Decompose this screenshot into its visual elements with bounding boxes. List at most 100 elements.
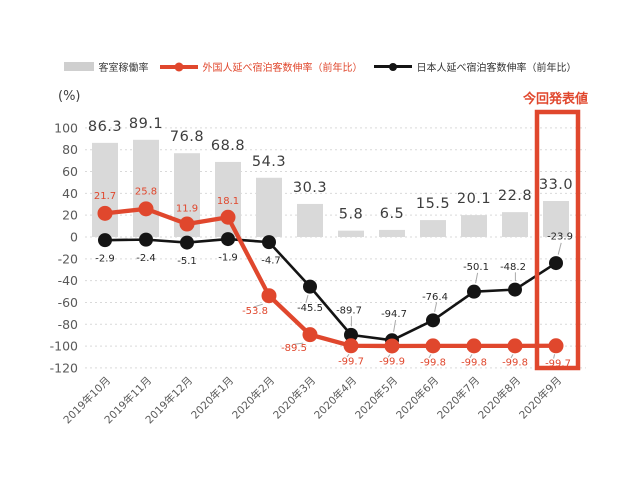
x-axis-label: 2020年4月 bbox=[311, 374, 359, 422]
label-leader-line bbox=[305, 295, 309, 303]
foreign-guests-point bbox=[179, 216, 195, 232]
japanese-guests-point bbox=[180, 235, 194, 250]
bar bbox=[502, 212, 528, 237]
foreign-guests-point bbox=[466, 338, 482, 354]
label-leader-line bbox=[293, 342, 304, 345]
foreign-guests-point-label: 21.7 bbox=[94, 191, 116, 202]
x-axis-label: 2020年1月 bbox=[188, 374, 236, 422]
legend: 客室稼働率 外国人延べ宿泊客数伸率（前年比） 日本人延べ宿泊客数伸率（前年比） bbox=[0, 59, 640, 74]
japanese-guests-point bbox=[549, 256, 563, 271]
japanese-guests-point-label: -76.4 bbox=[422, 292, 448, 303]
label-leader-line bbox=[434, 302, 438, 312]
label-leader-line bbox=[510, 354, 514, 359]
japanese-guests-point-label: -4.7 bbox=[261, 256, 281, 267]
foreign-guests-point bbox=[220, 209, 236, 225]
y-tick-label: 60 bbox=[62, 164, 78, 179]
line-dot-swatch-icon bbox=[159, 61, 198, 72]
y-tick-label: -20 bbox=[58, 251, 78, 266]
foreign-guests-point-label: -99.8 bbox=[502, 357, 528, 368]
legend-item-foreign: 外国人延べ宿泊客数伸率（前年比） bbox=[159, 59, 363, 74]
foreign-guests-point bbox=[507, 338, 523, 354]
label-leader-line bbox=[475, 272, 479, 284]
japanese-guests-point bbox=[98, 233, 112, 248]
label-leader-line bbox=[393, 319, 397, 332]
bar bbox=[92, 142, 118, 237]
bar-value-label: 30.3 bbox=[293, 180, 327, 196]
foreign-guests-point-label: -99.8 bbox=[461, 357, 487, 368]
bar-value-label: 6.5 bbox=[380, 206, 405, 222]
bar-swatch-icon bbox=[63, 62, 94, 71]
japanese-guests-point-label: -50.1 bbox=[463, 262, 489, 273]
y-tick-label: 40 bbox=[62, 186, 78, 201]
bar-value-label: 20.1 bbox=[457, 191, 491, 207]
japanese-guests-point-label: -2.4 bbox=[136, 253, 156, 264]
japanese-guests-point bbox=[221, 232, 235, 247]
foreign-guests-point-label: -99.7 bbox=[545, 358, 571, 369]
bar-value-label: 5.8 bbox=[339, 207, 364, 223]
label-leader-line bbox=[553, 354, 556, 359]
foreign-guests-point-label: -89.5 bbox=[281, 343, 307, 354]
japanese-guests-point-label: -45.5 bbox=[297, 303, 323, 314]
bar bbox=[379, 229, 405, 237]
japanese-guests-point-label: -2.9 bbox=[95, 254, 115, 265]
bar bbox=[420, 220, 446, 237]
japanese-guests-point bbox=[344, 327, 358, 342]
japanese-guests-point-label: -5.1 bbox=[177, 256, 197, 267]
foreign-guests-point bbox=[425, 338, 441, 354]
japanese-guests-line bbox=[104, 237, 557, 342]
label-leader-line bbox=[557, 242, 562, 255]
foreign-guests-point bbox=[138, 201, 154, 217]
japanese-guests-point bbox=[303, 279, 317, 294]
y-tick-label: 0 bbox=[70, 230, 78, 245]
japanese-guests-point-label: -89.7 bbox=[336, 305, 362, 316]
legend-label: 外国人延べ宿泊客数伸率（前年比） bbox=[202, 63, 363, 74]
foreign-guests-point-label: 18.1 bbox=[217, 196, 239, 207]
y-tick-label: 80 bbox=[62, 142, 78, 157]
japanese-guests-point bbox=[139, 232, 153, 247]
bar-value-label: 54.3 bbox=[252, 154, 286, 170]
foreign-guests-point-label: 25.8 bbox=[135, 186, 157, 197]
x-axis-label: 2020年6月 bbox=[393, 374, 441, 422]
label-leader-line bbox=[387, 354, 391, 358]
japanese-guests-point-label: -94.7 bbox=[381, 309, 407, 320]
bar bbox=[297, 203, 323, 237]
foreign-guests-point bbox=[97, 205, 113, 221]
highlight-box bbox=[534, 109, 581, 371]
foreign-guests-point-label: 11.9 bbox=[176, 204, 198, 215]
legend-label: 客室稼働率 bbox=[98, 63, 149, 74]
foreign-guests-point bbox=[261, 288, 277, 304]
japanese-guests-point bbox=[467, 284, 481, 299]
x-axis-label: 2020年3月 bbox=[270, 374, 318, 422]
bar-value-label: 22.8 bbox=[498, 188, 532, 204]
x-axis-label: 2020年9月 bbox=[516, 374, 564, 422]
japanese-guests-point-label: -23.9 bbox=[547, 232, 573, 243]
label-leader-line bbox=[346, 353, 350, 358]
bar-value-label: 33.0 bbox=[539, 177, 573, 193]
legend-label: 日本人延べ宿泊客数伸率（前年比） bbox=[416, 63, 577, 74]
foreign-guests-point-label: -53.8 bbox=[242, 306, 268, 317]
japanese-guests-point-label: -1.9 bbox=[218, 253, 238, 264]
x-axis-label: 2020年7月 bbox=[434, 374, 482, 422]
y-tick-label: -40 bbox=[58, 273, 78, 288]
x-axis-label: 2020年5月 bbox=[352, 374, 400, 422]
y-tick-label: 100 bbox=[54, 120, 78, 135]
bar-value-label: 15.5 bbox=[416, 196, 450, 212]
y-tick-label: -60 bbox=[58, 295, 78, 310]
foreign-guests-line bbox=[104, 206, 557, 349]
label-leader-line bbox=[428, 354, 432, 359]
bar bbox=[256, 177, 282, 237]
bar-value-label: 89.1 bbox=[129, 116, 163, 132]
label-leader-line bbox=[253, 303, 263, 308]
japanese-guests-point bbox=[508, 282, 522, 297]
label-leader-line bbox=[469, 354, 473, 359]
line-dot-swatch-icon bbox=[373, 61, 412, 72]
bar bbox=[338, 230, 364, 237]
legend-item-occupancy: 客室稼働率 bbox=[63, 59, 149, 74]
y-tick-label: -100 bbox=[50, 339, 78, 354]
foreign-guests-point-label: -99.7 bbox=[338, 356, 364, 367]
highlight-annotation: 今回発表値 bbox=[523, 92, 589, 107]
bar-value-label: 68.8 bbox=[211, 138, 245, 154]
bar bbox=[133, 139, 159, 237]
